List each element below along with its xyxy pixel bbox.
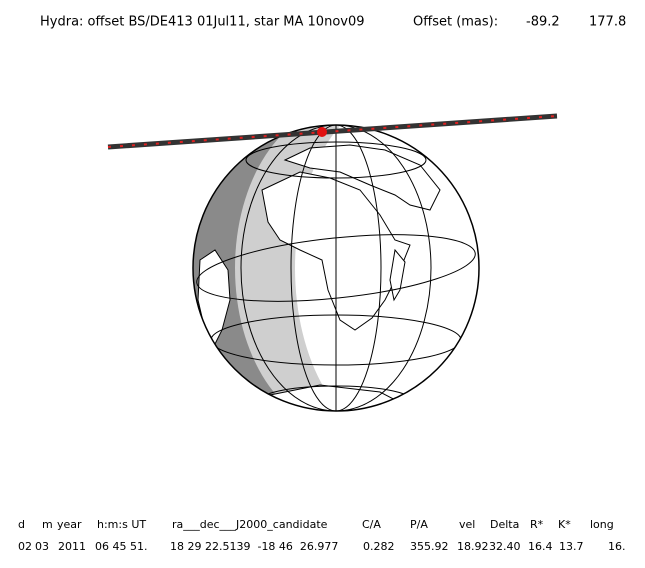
globe [192,124,480,412]
column-header: vel [459,518,475,531]
cell: 18 29 22.5139 -18 46 26.977 [170,540,338,553]
cell: 355.92 [410,540,449,553]
cell: 2011 [58,540,86,553]
column-header: h:m:s UT [97,518,146,531]
event-table: d m year h:m:s UT ra___dec___J2000_candi… [18,518,626,553]
column-header: K* [558,518,571,531]
column-header: P/A [410,518,428,531]
cell: 03 [35,540,49,553]
cell: 02 [18,540,32,553]
column-header: R* [530,518,544,531]
cell: 06 45 51. [95,540,147,553]
offset-value: 177.8 [589,15,626,30]
cell: 0.282 [363,540,395,553]
column-header: Delta [490,518,519,531]
column-header: ra___dec___J2000_candidate [172,518,328,531]
column-header: C/A [362,518,381,531]
column-header: d [18,518,25,531]
cell: 32.40 [489,540,521,553]
cell: 16. [608,540,626,553]
column-header: long [590,518,614,531]
cell: 16.4 [528,540,553,553]
offset-value: -89.2 [526,15,560,30]
title: Hydra: offset BS/DE413 01Jul11, star MA … [40,15,365,30]
offset-label: Offset (mas): [413,15,498,30]
column-header: m [42,518,53,531]
cell: 18.92 [457,540,489,553]
column-header: year [57,518,82,531]
cell: 13.7 [559,540,584,553]
occultation-track [107,113,558,150]
